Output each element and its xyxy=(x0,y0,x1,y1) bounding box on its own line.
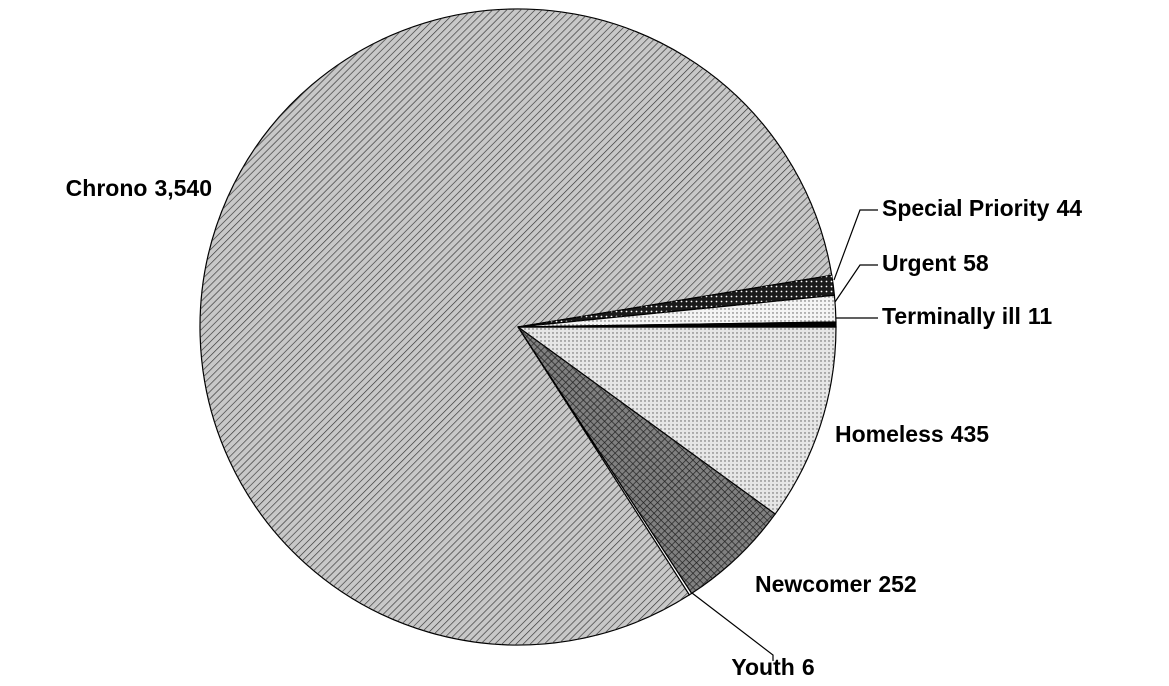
slice-label: Youth 6 xyxy=(731,654,814,680)
slice-value: 44 xyxy=(1056,195,1082,221)
slice-texture xyxy=(518,327,836,515)
slice-name: Urgent xyxy=(882,250,956,276)
slice-texture xyxy=(518,295,836,327)
slice-label: Special Priority 44 xyxy=(882,195,1082,221)
slice-value: 435 xyxy=(951,421,990,447)
slice-texture xyxy=(199,8,832,645)
slice-label: Urgent 58 xyxy=(882,250,989,276)
leader-line xyxy=(834,264,878,303)
leader-line xyxy=(691,592,774,661)
slice-label: Newcomer 252 xyxy=(755,571,917,597)
leader-line xyxy=(833,209,878,281)
slice-value: 3,540 xyxy=(154,175,212,201)
slice-label: Terminally ill 11 xyxy=(882,303,1052,329)
slice-name: Special Priority xyxy=(882,195,1050,221)
slice-value: 6 xyxy=(802,654,815,680)
slice-name: Terminally ill xyxy=(882,303,1021,329)
slice xyxy=(517,321,837,328)
slice-value: 252 xyxy=(878,571,916,597)
slice-label: Chrono 3,540 xyxy=(66,175,212,201)
slice-name: Homeless xyxy=(835,421,944,447)
slice-texture xyxy=(518,327,776,594)
slice-name: Chrono xyxy=(66,175,148,201)
slice-label: Homeless 435 xyxy=(835,421,989,447)
slice-name: Youth xyxy=(731,654,794,680)
slice-texture xyxy=(518,275,835,327)
slice-value: 58 xyxy=(963,250,989,276)
slice-value: 11 xyxy=(1028,303,1053,329)
slice-name: Newcomer xyxy=(755,571,871,597)
